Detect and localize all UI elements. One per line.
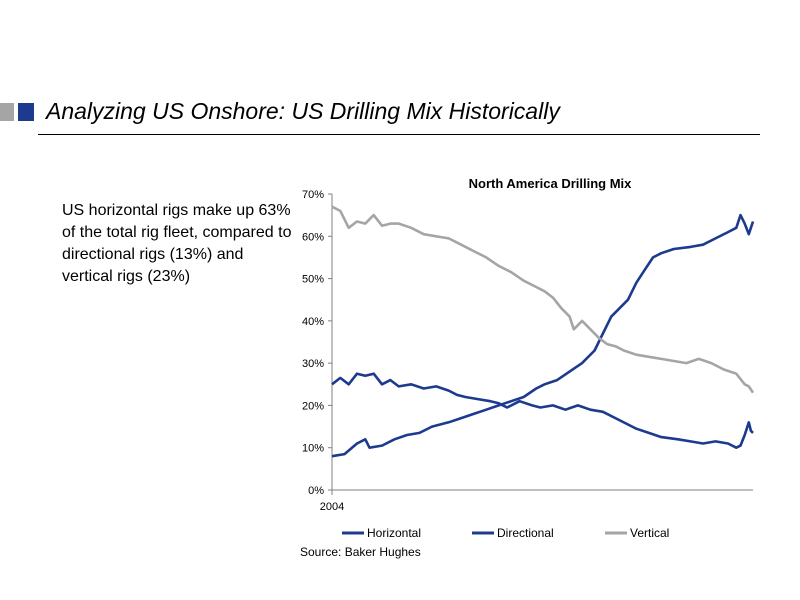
legend-label-horizontal: Horizontal [367, 526, 421, 540]
series-line-horizontal [331, 213, 755, 458]
legend-label-vertical: Vertical [630, 526, 669, 540]
y-tick-label: 50% [302, 274, 324, 286]
slide-title: Analyzing US Onshore: US Drilling Mix Hi… [46, 98, 560, 124]
series-line-vertical [331, 205, 755, 394]
drilling-mix-chart: North America Drilling Mix 0% 10% 20% 30% 40… [302, 176, 755, 540]
y-tick-label: 0% [308, 485, 324, 497]
title-divider [38, 134, 760, 135]
series-line-directional [331, 372, 754, 449]
chart-title: North America Drilling Mix [469, 176, 633, 191]
title-accent-grey-square [0, 103, 14, 121]
y-tick-label: 10% [302, 443, 324, 455]
y-tick-label: 40% [302, 316, 324, 328]
y-tick-label: 60% [302, 231, 324, 243]
x-tick-label: 2004 [320, 501, 344, 513]
title-accent-blue-square [18, 103, 34, 121]
y-tick-label: 20% [302, 400, 324, 412]
body-text: US horizontal rigs make up 63% of the to… [62, 202, 292, 285]
y-tick-label: 30% [302, 358, 324, 370]
legend-label-directional: Directional [497, 526, 554, 540]
y-tick-label: 70% [302, 189, 324, 201]
source-note: Source: Baker Hughes [300, 545, 421, 559]
